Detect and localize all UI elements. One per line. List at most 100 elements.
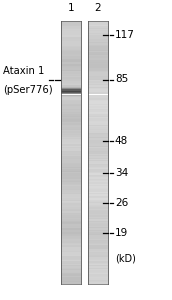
Bar bbox=[61, 63, 81, 64]
Bar bbox=[88, 25, 108, 26]
Bar bbox=[61, 251, 81, 252]
Bar bbox=[88, 218, 108, 219]
Bar bbox=[61, 131, 81, 133]
Bar bbox=[61, 140, 81, 142]
Bar bbox=[61, 118, 81, 119]
Bar bbox=[88, 87, 108, 88]
Bar bbox=[88, 272, 108, 273]
Bar bbox=[88, 143, 108, 144]
Bar bbox=[61, 138, 81, 139]
Bar bbox=[61, 184, 81, 185]
Bar bbox=[61, 49, 81, 50]
Bar bbox=[88, 205, 108, 206]
Bar bbox=[61, 255, 81, 256]
Bar bbox=[88, 92, 108, 93]
Bar bbox=[88, 116, 108, 117]
Bar bbox=[88, 152, 108, 154]
Bar bbox=[88, 178, 108, 180]
Bar bbox=[88, 182, 108, 184]
Bar bbox=[88, 126, 108, 127]
Bar bbox=[88, 186, 108, 188]
Bar bbox=[61, 136, 81, 138]
Bar bbox=[61, 211, 81, 213]
Bar bbox=[61, 156, 81, 158]
Bar bbox=[88, 88, 108, 89]
Bar bbox=[88, 161, 108, 163]
Bar bbox=[88, 96, 108, 97]
Bar bbox=[61, 143, 81, 144]
Bar bbox=[61, 130, 81, 131]
Bar bbox=[61, 249, 81, 251]
Bar bbox=[61, 76, 81, 77]
Bar bbox=[61, 200, 81, 201]
Text: 26: 26 bbox=[115, 198, 128, 208]
Bar bbox=[88, 168, 108, 169]
Bar bbox=[61, 210, 81, 211]
Text: 1: 1 bbox=[68, 3, 74, 14]
Bar bbox=[61, 139, 81, 140]
Bar bbox=[61, 148, 81, 150]
Bar bbox=[88, 62, 108, 63]
Bar bbox=[88, 223, 108, 224]
Bar bbox=[61, 266, 81, 268]
Bar bbox=[88, 46, 108, 47]
Bar bbox=[88, 281, 108, 282]
Bar bbox=[61, 25, 81, 26]
Bar bbox=[61, 282, 81, 284]
Bar bbox=[61, 37, 81, 38]
Bar bbox=[61, 189, 81, 190]
Bar bbox=[88, 52, 108, 54]
Bar bbox=[61, 106, 81, 108]
Bar bbox=[88, 154, 108, 155]
Bar bbox=[61, 252, 81, 253]
Bar bbox=[88, 273, 108, 274]
Bar bbox=[61, 206, 81, 207]
Bar bbox=[88, 214, 108, 215]
Bar bbox=[88, 173, 108, 175]
Bar bbox=[61, 104, 81, 105]
Bar bbox=[61, 52, 81, 54]
Bar bbox=[88, 198, 108, 200]
Bar bbox=[88, 91, 108, 92]
Bar bbox=[61, 201, 81, 202]
Bar bbox=[88, 213, 108, 214]
Bar bbox=[88, 193, 108, 194]
Bar bbox=[88, 146, 108, 147]
Bar bbox=[88, 123, 108, 125]
Bar bbox=[61, 276, 81, 277]
Bar bbox=[61, 119, 81, 121]
Bar bbox=[61, 217, 81, 218]
Bar bbox=[88, 93, 108, 94]
Bar bbox=[61, 129, 81, 130]
Bar bbox=[61, 22, 81, 24]
Bar bbox=[88, 165, 108, 167]
Bar bbox=[61, 113, 81, 114]
Bar bbox=[88, 266, 108, 268]
Bar bbox=[61, 75, 81, 76]
Bar bbox=[88, 38, 108, 39]
Bar bbox=[88, 121, 108, 122]
Bar bbox=[88, 167, 108, 168]
Bar bbox=[88, 155, 108, 156]
Bar bbox=[61, 269, 81, 270]
Bar bbox=[88, 194, 108, 196]
Bar bbox=[88, 81, 108, 83]
Bar bbox=[88, 232, 108, 234]
Bar bbox=[88, 37, 108, 38]
Bar bbox=[61, 150, 81, 151]
Bar bbox=[61, 222, 81, 223]
Bar bbox=[61, 89, 81, 91]
Bar bbox=[88, 269, 108, 270]
Bar bbox=[88, 245, 108, 247]
Bar bbox=[88, 259, 108, 260]
Bar bbox=[61, 236, 81, 238]
Bar bbox=[88, 160, 108, 161]
Bar bbox=[61, 39, 81, 41]
Bar bbox=[61, 133, 81, 134]
Bar bbox=[88, 64, 108, 66]
Bar bbox=[88, 185, 108, 186]
Bar bbox=[61, 226, 81, 227]
Bar bbox=[88, 100, 108, 101]
Bar bbox=[61, 154, 81, 155]
Bar bbox=[88, 135, 108, 136]
